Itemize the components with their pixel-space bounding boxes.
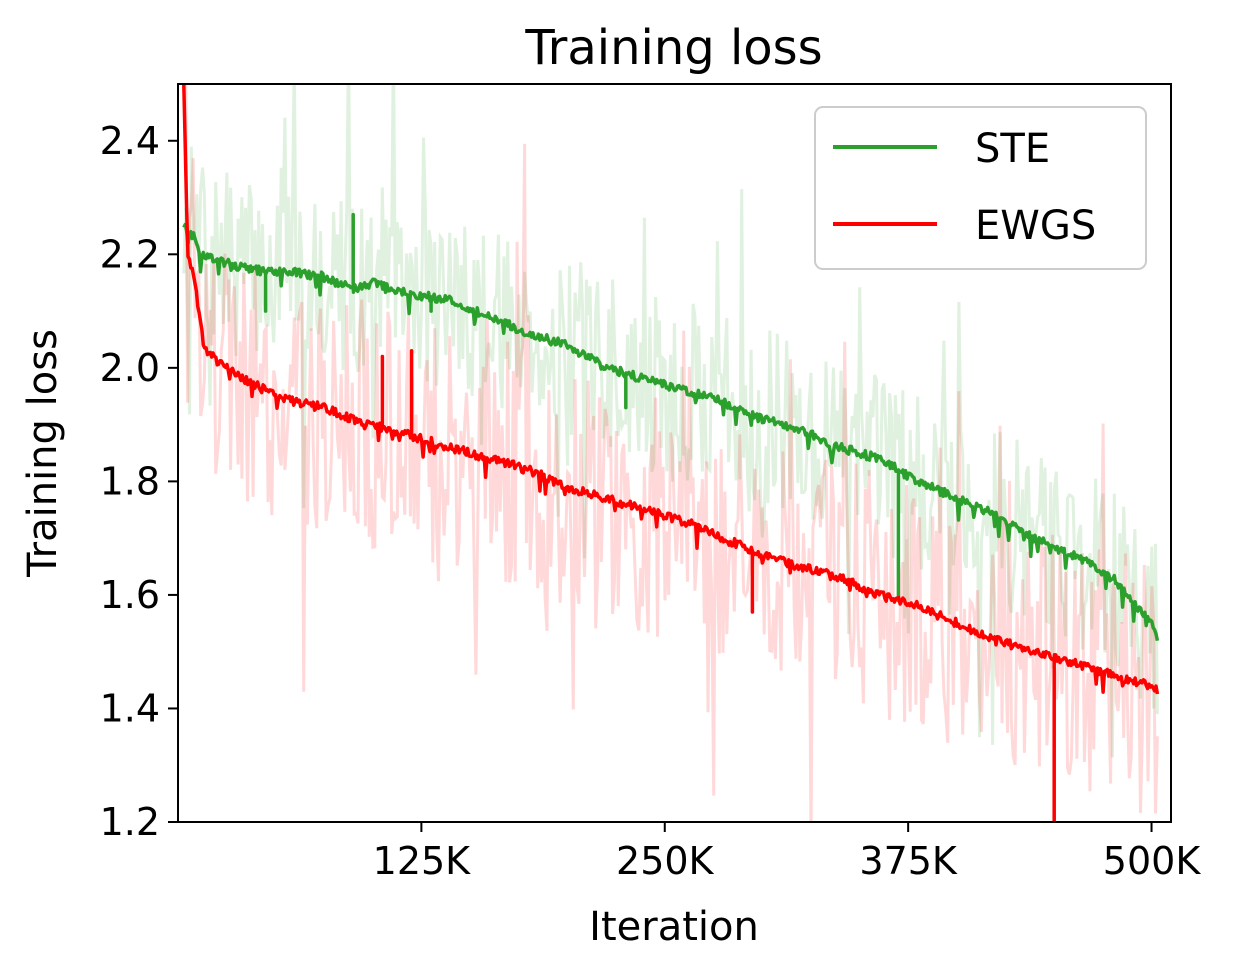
x-tick-label: 375K [859, 839, 958, 883]
series-line-ewgs [182, 84, 1160, 822]
y-tick-label: 1.6 [100, 573, 160, 617]
y-axis-label: Training loss [20, 329, 66, 578]
raw-loss-line-ewgs [184, 84, 1159, 822]
smoothed-loss-lines [182, 84, 1160, 822]
y-tick-label: 1.8 [100, 459, 160, 503]
y-tick-label: 2.0 [100, 346, 160, 390]
x-tick-label: 125K [373, 839, 472, 883]
raw-loss-line-ste [182, 84, 1159, 758]
chart-title: Training loss [524, 20, 822, 76]
plot-frame [177, 83, 1172, 823]
x-axis-label: Iteration [589, 904, 759, 950]
y-tick-label: 1.4 [100, 686, 160, 730]
y-tick-label: 2.2 [100, 232, 160, 276]
legend: STE EWGS [814, 106, 1147, 270]
x-tick-label: 500K [1103, 839, 1202, 883]
y-tick-label: 2.4 [100, 119, 160, 163]
series-line-ste [182, 212, 1160, 642]
y-axis-ticks: 1.2 1.4 1.6 1.8 2.0 2.2 2.4 [100, 119, 178, 844]
legend-label-ste: STE [975, 126, 1050, 172]
x-axis-ticks: 125K 250K 375K 500K [373, 822, 1202, 883]
raw-loss-bands [182, 84, 1159, 822]
x-tick-label: 250K [616, 839, 715, 883]
legend-label-ewgs: EWGS [975, 203, 1096, 249]
y-tick-label: 1.2 [100, 800, 160, 844]
